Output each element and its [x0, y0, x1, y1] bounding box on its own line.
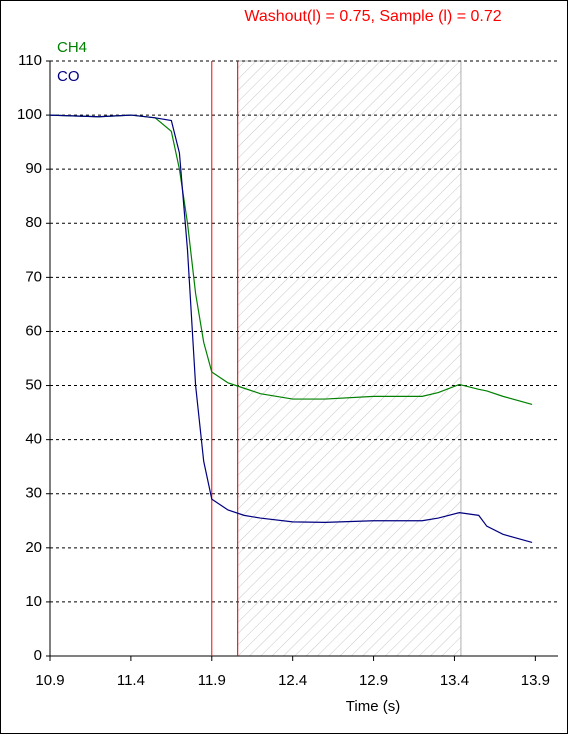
y-tick-label: 0	[34, 647, 42, 664]
y-tick-label: 10	[25, 593, 42, 610]
y-tick-label: 40	[25, 431, 42, 448]
y-tick-label: 70	[25, 268, 42, 285]
y-tick-label: 80	[25, 214, 42, 231]
x-tick-label: 11.9	[198, 672, 226, 689]
y-tick-label: 60	[25, 322, 42, 339]
y-tick-label: 100	[17, 106, 42, 123]
x-tick-label: 11.4	[117, 672, 145, 689]
y-tick-label: 110	[18, 52, 42, 69]
x-tick-label: 12.4	[278, 672, 307, 689]
series-line	[49, 114, 533, 406]
x-axis-label: Time (s)	[346, 698, 400, 715]
series-line	[49, 114, 533, 543]
legend-entry: CH4	[57, 39, 87, 56]
chart-title: Washout(l) = 0.75, Sample (l) = 0.72	[244, 8, 501, 25]
y-tick-label: 30	[25, 485, 42, 502]
x-tick-label: 10.9	[35, 672, 64, 689]
x-tick-label: 13.9	[521, 672, 550, 689]
legend-entry: CO	[57, 68, 80, 85]
x-tick-label: 13.4	[440, 672, 469, 689]
x-tick-label: 12.9	[359, 672, 388, 689]
shaded-region	[237, 60, 462, 657]
y-tick-label: 20	[25, 539, 42, 556]
y-tick-label: 50	[25, 377, 42, 394]
y-tick-label: 90	[25, 160, 42, 177]
